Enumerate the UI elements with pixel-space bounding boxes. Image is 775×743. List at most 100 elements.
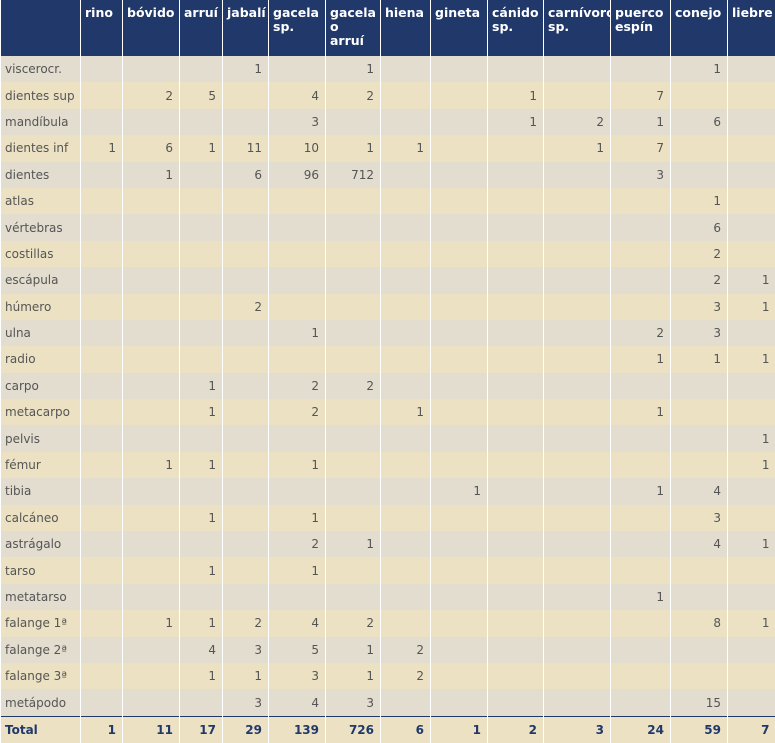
cell	[431, 557, 488, 583]
cell: 2	[488, 716, 544, 743]
cell: 2	[269, 373, 326, 399]
cell	[671, 162, 728, 188]
cell	[326, 109, 381, 135]
cell: 1	[611, 346, 671, 372]
row-label: ulna	[1, 320, 81, 346]
cell	[81, 610, 123, 636]
cell	[123, 663, 180, 689]
cell: 1	[611, 478, 671, 504]
column-header: gineta	[431, 0, 488, 56]
cell: 3	[223, 637, 269, 663]
cell	[728, 320, 775, 346]
cell: 1	[326, 663, 381, 689]
cell	[381, 109, 431, 135]
cell	[269, 56, 326, 82]
cell	[611, 663, 671, 689]
cell: 1	[671, 188, 728, 214]
cell	[431, 135, 488, 161]
cell	[223, 425, 269, 451]
cell	[326, 320, 381, 346]
cell	[431, 373, 488, 399]
row-label: mandíbula	[1, 109, 81, 135]
cell	[123, 425, 180, 451]
cell	[728, 82, 775, 108]
cell	[544, 241, 611, 267]
cell	[81, 584, 123, 610]
cell	[180, 214, 223, 240]
cell	[671, 584, 728, 610]
cell	[223, 241, 269, 267]
cell: 1	[611, 399, 671, 425]
cell: 2	[611, 320, 671, 346]
cell	[671, 637, 728, 663]
cell	[223, 373, 269, 399]
cell	[269, 188, 326, 214]
cell	[611, 452, 671, 478]
cell	[81, 505, 123, 531]
cell	[123, 478, 180, 504]
cell	[81, 346, 123, 372]
cell	[81, 214, 123, 240]
cell	[611, 241, 671, 267]
cell	[326, 294, 381, 320]
cell	[223, 399, 269, 425]
row-label: radio	[1, 346, 81, 372]
cell	[81, 56, 123, 82]
cell: 7	[611, 135, 671, 161]
cell	[728, 584, 775, 610]
cell: 1	[326, 135, 381, 161]
cell	[326, 241, 381, 267]
cell: 1	[728, 452, 775, 478]
cell: 1	[326, 637, 381, 663]
cell	[544, 214, 611, 240]
cell: 1	[269, 452, 326, 478]
cell: 2	[671, 267, 728, 293]
cell: 2	[326, 610, 381, 636]
cell	[544, 82, 611, 108]
cell: 5	[269, 637, 326, 663]
cell: 1	[180, 452, 223, 478]
cell	[326, 188, 381, 214]
cell	[81, 267, 123, 293]
cell	[223, 109, 269, 135]
cell	[431, 399, 488, 425]
cell: 2	[269, 531, 326, 557]
cell	[326, 267, 381, 293]
cell	[488, 188, 544, 214]
cell: 1	[123, 610, 180, 636]
cell	[180, 294, 223, 320]
cell	[671, 425, 728, 451]
cell: 1	[81, 135, 123, 161]
cell: 1	[488, 109, 544, 135]
column-header: gacela sp.	[269, 0, 326, 56]
cell	[488, 162, 544, 188]
cell	[123, 214, 180, 240]
cell	[488, 267, 544, 293]
cell	[488, 557, 544, 583]
cell: 4	[180, 637, 223, 663]
cell	[381, 452, 431, 478]
cell: 6	[223, 162, 269, 188]
cell	[123, 241, 180, 267]
cell	[488, 689, 544, 716]
cell	[488, 399, 544, 425]
cell: 15	[671, 689, 728, 716]
cell: 29	[223, 716, 269, 743]
cell	[180, 478, 223, 504]
cell: 11	[123, 716, 180, 743]
cell: 3	[269, 109, 326, 135]
cell	[223, 267, 269, 293]
cell	[123, 531, 180, 557]
cell	[488, 56, 544, 82]
cell	[728, 689, 775, 716]
cell	[611, 610, 671, 636]
cell	[326, 425, 381, 451]
row-label: dientes inf	[1, 135, 81, 161]
cell	[671, 373, 728, 399]
